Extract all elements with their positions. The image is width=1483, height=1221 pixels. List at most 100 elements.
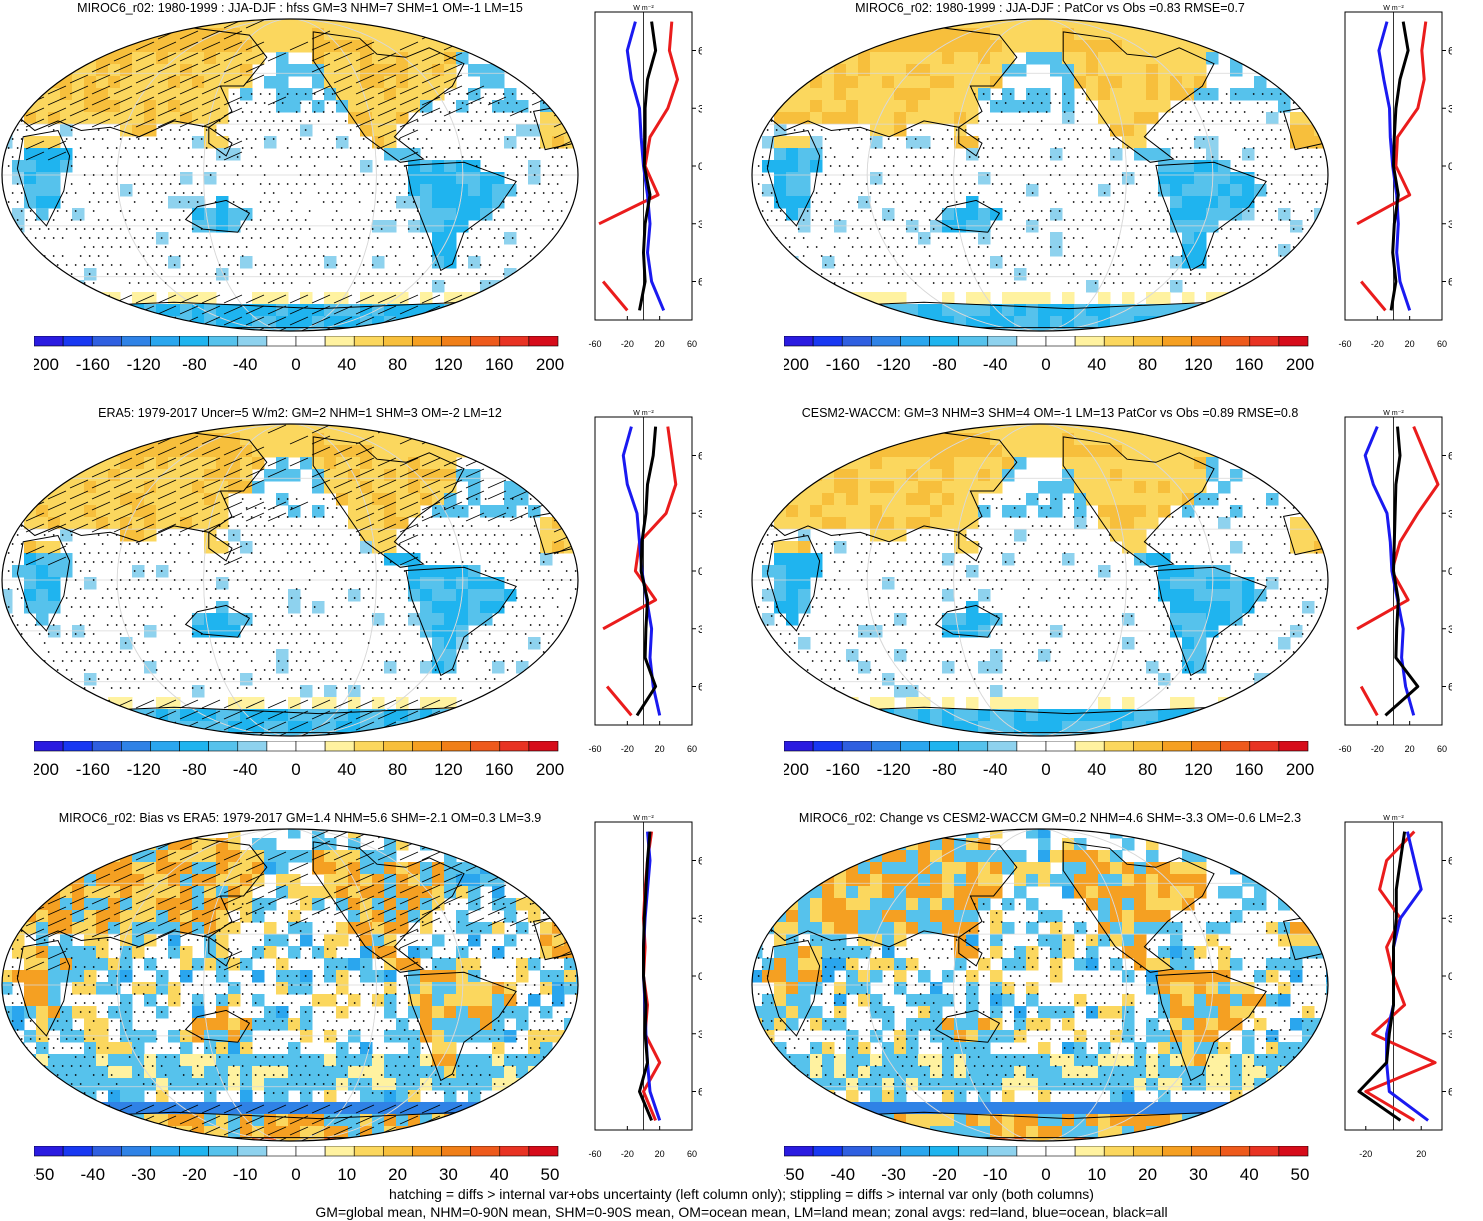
world-map — [751, 18, 1329, 332]
lat-tick-label: 30N — [1448, 103, 1452, 115]
colorbar-swatch — [841, 336, 872, 347]
colorbar-tick-label: 160 — [1235, 355, 1263, 374]
series-all-line — [635, 426, 658, 717]
colorbar-swatch — [1133, 336, 1163, 347]
lat-tick-label: 30S — [698, 624, 702, 636]
colorbar-tick-label: -200 — [784, 355, 809, 374]
colorbar-swatch — [353, 336, 384, 347]
lat-tick-label: 60S — [698, 682, 702, 694]
colorbar-tick-label: -200 — [34, 760, 59, 779]
coastline — [184, 1009, 251, 1043]
x-tick-label: 20 — [655, 1149, 665, 1159]
colorbar-swatch — [1103, 1146, 1134, 1157]
stippling — [7, 498, 577, 689]
colorbar-swatch — [412, 1146, 442, 1157]
colorbar-swatch — [441, 336, 471, 347]
colorbar-tick-label: 30 — [1189, 1165, 1208, 1184]
graticule — [752, 829, 1328, 1141]
colorbar-swatch — [324, 1146, 355, 1157]
coastline — [312, 31, 465, 163]
colorbar-swatch — [208, 741, 239, 752]
meridian-line — [203, 19, 377, 331]
series-land-line — [598, 21, 679, 312]
map-field — [2, 424, 578, 736]
colorbar: -200 -160 -120 -80 -40 0 40 80 120 160 200 — [34, 336, 564, 374]
lat-tick-label: 30S — [1448, 219, 1452, 231]
footnote-abbreviations: GM=global mean, NHM=0-90N mean, SHM=0-90… — [315, 1204, 1168, 1220]
colorbar-swatch — [62, 1146, 93, 1157]
lat-tick-label: 60S — [1448, 1087, 1452, 1099]
panel-3: ERA5: 1979-2017 Uncer=5 W/m2: GM=2 NHM=1… — [0, 405, 740, 805]
x-tick-label: 20 — [1405, 744, 1415, 754]
colorbar-tick-label: 80 — [388, 760, 407, 779]
colorbar-swatch — [987, 1146, 1018, 1157]
series-land-line — [1364, 830, 1437, 1122]
x-tick-label: -60 — [588, 339, 601, 349]
colorbar-tick-label: 80 — [388, 355, 407, 374]
lat-tick-label: 60S — [698, 1087, 702, 1099]
colorbar-tick-label: -10 — [233, 1165, 258, 1184]
colorbar-tick-label: 40 — [337, 355, 356, 374]
colorbar-swatch — [470, 336, 501, 347]
colorbar-swatch — [1103, 336, 1134, 347]
colorbar-tick-label: 0 — [1041, 1165, 1050, 1184]
colorbar: -50 -40 -30 -20 -10 0 10 20 30 40 50 — [34, 1146, 559, 1184]
colorbar-swatch — [121, 336, 151, 347]
lat-tick-label: 30S — [1448, 624, 1452, 636]
colorbar-swatch — [353, 1146, 384, 1157]
lat-tick-label: 0 — [698, 566, 702, 578]
colorbar-tick-label: -40 — [983, 355, 1008, 374]
colorbar-tick-label: 80 — [1138, 355, 1157, 374]
colorbar-swatch — [441, 1146, 471, 1157]
coastline — [1155, 971, 1267, 1082]
colorbar-swatch — [1249, 741, 1280, 752]
meridian-line — [953, 829, 1127, 1141]
coastline — [451, 21, 512, 46]
colorbar-swatch — [929, 336, 959, 347]
lat-tick-label: 30N — [1448, 913, 1452, 925]
colorbar-tick-label: 0 — [291, 760, 300, 779]
colorbar-tick-label: 200 — [1286, 355, 1314, 374]
colorbar-tick-label: 50 — [1291, 1165, 1310, 1184]
colorbar-tick-label: 200 — [536, 760, 564, 779]
x-tick-label: 20 — [655, 339, 665, 349]
lat-tick-label: 60N — [1448, 451, 1452, 463]
coastline — [405, 161, 517, 272]
lat-tick-label: 60N — [1448, 46, 1452, 58]
coastline — [16, 129, 71, 227]
colorbar: -50 -40 -30 -20 -10 0 10 20 30 40 50 — [784, 1146, 1310, 1184]
colorbar-tick-label: -80 — [182, 760, 207, 779]
x-tick-label: 60 — [1437, 744, 1447, 754]
lat-tick-label: 0 — [1448, 566, 1452, 578]
lat-tick-label: 60S — [698, 277, 702, 289]
colorbar-swatch — [900, 1146, 930, 1157]
colorbar-tick-label: 0 — [291, 355, 300, 374]
colorbar-swatch — [812, 336, 843, 347]
colorbar-swatch — [353, 741, 384, 752]
colorbar-tick-label: 40 — [337, 760, 356, 779]
graticule — [752, 424, 1328, 736]
colorbar-tick-label: -40 — [81, 1165, 106, 1184]
colorbar-swatch — [987, 741, 1018, 752]
colorbar-swatch — [237, 1146, 268, 1157]
colorbar-swatch — [528, 336, 559, 347]
colorbar-swatch — [266, 336, 297, 347]
series-land-line — [1356, 426, 1440, 717]
series-all-line — [638, 21, 658, 311]
colorbar-swatch — [499, 336, 530, 347]
meridian-line — [116, 19, 464, 331]
colorbar-swatch — [1278, 741, 1309, 752]
coastline — [766, 939, 821, 1037]
colorbar-tick-label: 0 — [291, 1165, 300, 1184]
coastline — [958, 126, 983, 157]
colorbar-tick-label: 20 — [1138, 1165, 1157, 1184]
colorbar-swatch — [1074, 336, 1105, 347]
coastline — [451, 426, 512, 451]
lat-tick-label: 30N — [698, 508, 702, 520]
coastline — [16, 939, 71, 1037]
x-tick-label: -20 — [621, 339, 634, 349]
colorbar-tick-label: 80 — [1138, 760, 1157, 779]
zonal-average-chart: W m⁻² 60N 30N 0 30S 60S -60 -20 20 60 — [588, 5, 702, 349]
coastline — [934, 1009, 1001, 1043]
meridian-line — [953, 19, 1127, 331]
